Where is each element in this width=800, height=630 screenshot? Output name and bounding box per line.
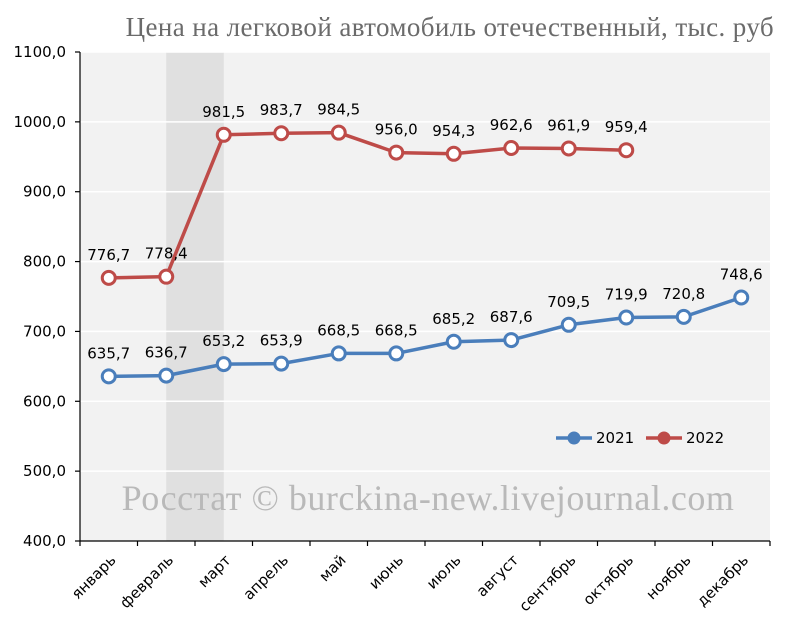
- data-point-2021: [215, 356, 232, 373]
- legend-marker-2021: [567, 431, 581, 445]
- data-label-2021: 720,8: [662, 285, 705, 303]
- data-label-2021: 748,6: [720, 265, 763, 283]
- data-label-2021: 685,2: [432, 310, 475, 328]
- watermark-text: Росстат © burckina-new.livejournal.com: [122, 478, 735, 518]
- data-label-2021: 636,7: [145, 344, 188, 362]
- data-point-2022: [273, 125, 290, 142]
- x-tick-label: сентябрь: [515, 551, 579, 615]
- x-tick-label: ноябрь: [643, 551, 695, 603]
- series-line-2021: [108, 295, 742, 379]
- x-tick-label: февраль: [116, 551, 177, 612]
- data-point-2021: [330, 345, 347, 362]
- y-tick-label: 400,0: [23, 532, 66, 550]
- data-label-2022: 959,4: [605, 118, 648, 136]
- data-label-2021: 653,9: [260, 332, 303, 350]
- x-tick-label: январь: [68, 551, 120, 603]
- data-point-2021: [100, 368, 117, 385]
- data-label-2021: 668,5: [317, 321, 360, 339]
- y-tick-label: 1000,0: [14, 113, 67, 131]
- x-tick-label: март: [194, 551, 234, 591]
- y-tick-label: 500,0: [23, 462, 66, 480]
- legend-label-2021: 2021: [596, 429, 634, 447]
- data-label-2022: 776,7: [87, 246, 130, 264]
- data-label-2022: 981,5: [202, 103, 245, 121]
- x-tick-label: октябрь: [579, 551, 637, 609]
- legend-label-2022: 2022: [686, 429, 724, 447]
- data-label-2022: 961,9: [547, 116, 590, 134]
- highlight-band: [166, 52, 224, 541]
- x-tick-label: июль: [423, 551, 465, 593]
- data-point-2021: [560, 316, 577, 333]
- data-label-2021: 719,9: [605, 286, 648, 304]
- y-tick-label: 900,0: [23, 183, 66, 201]
- data-label-2022: 984,5: [317, 101, 360, 119]
- data-point-2022: [618, 142, 635, 159]
- data-point-2022: [330, 124, 347, 141]
- data-label-2021: 635,7: [87, 344, 130, 362]
- data-point-2021: [445, 333, 462, 350]
- data-label-2022: 954,3: [432, 122, 475, 140]
- data-label-2022: 962,6: [490, 116, 533, 134]
- data-point-2022: [215, 126, 232, 143]
- data-point-2021: [733, 289, 750, 306]
- data-label-2021: 687,6: [490, 308, 533, 326]
- x-tick-label: август: [473, 551, 523, 601]
- data-point-2021: [273, 355, 290, 372]
- chart-title: Цена на легковой автомобиль отечественны…: [125, 12, 774, 42]
- data-point-2022: [445, 145, 462, 162]
- x-tick-label: апрель: [240, 551, 292, 603]
- y-tick-label: 800,0: [23, 253, 66, 271]
- data-label-2021: 668,5: [375, 321, 418, 339]
- data-point-2021: [503, 332, 520, 349]
- series-line-2022: [108, 130, 627, 280]
- data-point-2021: [158, 367, 175, 384]
- y-tick-label: 700,0: [23, 322, 66, 340]
- data-label-2022: 956,0: [375, 121, 418, 139]
- data-point-2022: [100, 269, 117, 286]
- data-point-2022: [388, 144, 405, 161]
- x-tick-label: декабрь: [693, 551, 752, 610]
- data-label-2022: 983,7: [260, 101, 303, 119]
- data-label-2021: 653,2: [202, 332, 245, 350]
- legend-marker-2022: [657, 431, 671, 445]
- data-point-2021: [388, 345, 405, 362]
- data-point-2021: [618, 309, 635, 326]
- x-tick-label: июнь: [365, 551, 407, 593]
- data-point-2021: [675, 308, 692, 325]
- data-point-2022: [560, 140, 577, 157]
- x-tick-label: май: [315, 551, 349, 585]
- y-tick-label: 600,0: [23, 392, 66, 410]
- data-point-2022: [158, 268, 175, 285]
- data-point-2022: [503, 139, 520, 156]
- data-label-2022: 778,4: [145, 245, 188, 263]
- data-label-2021: 709,5: [547, 293, 590, 311]
- y-tick-label: 1100,0: [14, 43, 67, 61]
